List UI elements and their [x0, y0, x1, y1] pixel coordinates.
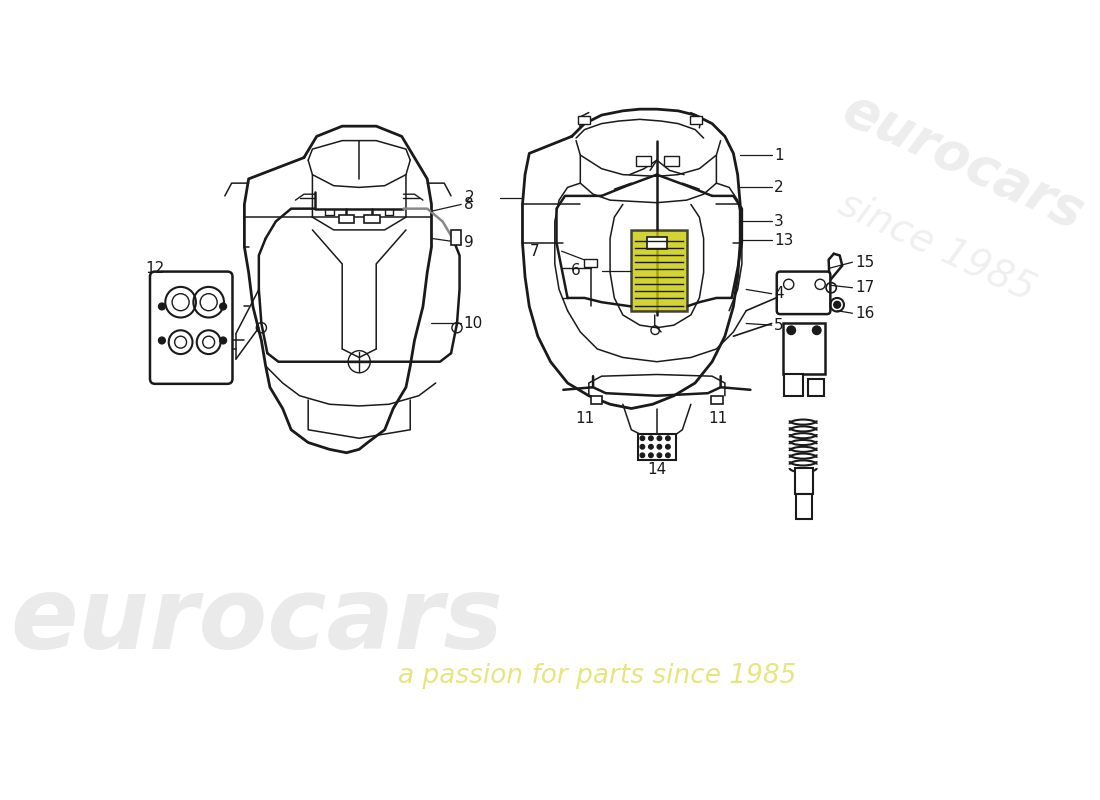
Text: 5: 5 — [774, 318, 784, 333]
Bar — [584, 259, 597, 267]
FancyBboxPatch shape — [150, 271, 232, 384]
Bar — [451, 230, 461, 246]
Circle shape — [834, 302, 840, 308]
Circle shape — [786, 326, 795, 334]
Circle shape — [640, 436, 645, 441]
Bar — [647, 237, 667, 249]
Text: 11: 11 — [708, 411, 728, 426]
Text: 4: 4 — [774, 286, 784, 301]
Bar — [794, 468, 813, 494]
Circle shape — [666, 436, 670, 441]
Circle shape — [649, 453, 653, 458]
Text: 2: 2 — [774, 180, 784, 195]
Circle shape — [657, 436, 662, 441]
Circle shape — [158, 337, 165, 344]
Text: 7: 7 — [530, 244, 539, 258]
Text: 13: 13 — [774, 233, 793, 248]
Circle shape — [657, 444, 662, 449]
Circle shape — [158, 303, 165, 310]
Text: 2: 2 — [464, 190, 474, 205]
Bar — [578, 116, 590, 125]
Text: 9: 9 — [464, 235, 474, 250]
Circle shape — [640, 453, 645, 458]
Circle shape — [640, 444, 645, 449]
Circle shape — [220, 337, 227, 344]
Circle shape — [649, 436, 653, 441]
Text: 15: 15 — [855, 254, 875, 270]
Circle shape — [220, 303, 227, 310]
Bar — [638, 434, 676, 459]
Circle shape — [813, 326, 821, 334]
Text: 10: 10 — [464, 316, 483, 331]
Bar — [690, 116, 702, 125]
Text: a passion for parts since 1985: a passion for parts since 1985 — [398, 663, 796, 690]
Text: 3: 3 — [774, 214, 784, 229]
Bar — [783, 323, 825, 374]
Bar — [636, 156, 651, 166]
Bar — [364, 214, 380, 223]
Circle shape — [666, 453, 670, 458]
Text: 8: 8 — [464, 197, 473, 212]
Bar — [631, 230, 686, 310]
Text: 16: 16 — [855, 306, 875, 321]
Circle shape — [649, 444, 653, 449]
Text: 6: 6 — [571, 263, 581, 278]
Text: 11: 11 — [575, 411, 594, 426]
Text: 14: 14 — [647, 462, 667, 478]
Circle shape — [666, 444, 670, 449]
Bar — [784, 374, 803, 396]
FancyBboxPatch shape — [777, 271, 830, 314]
Bar — [796, 494, 812, 519]
Text: 1: 1 — [774, 147, 784, 162]
Bar — [663, 156, 679, 166]
Text: eurocars: eurocars — [834, 83, 1091, 240]
Text: since 1985: since 1985 — [834, 185, 1042, 309]
Bar — [808, 378, 824, 396]
Bar — [712, 396, 723, 404]
Bar — [339, 214, 354, 223]
Bar — [591, 396, 603, 404]
Text: eurocars: eurocars — [11, 573, 504, 670]
Text: 12: 12 — [145, 261, 164, 276]
Text: 17: 17 — [855, 280, 875, 295]
Circle shape — [657, 453, 662, 458]
